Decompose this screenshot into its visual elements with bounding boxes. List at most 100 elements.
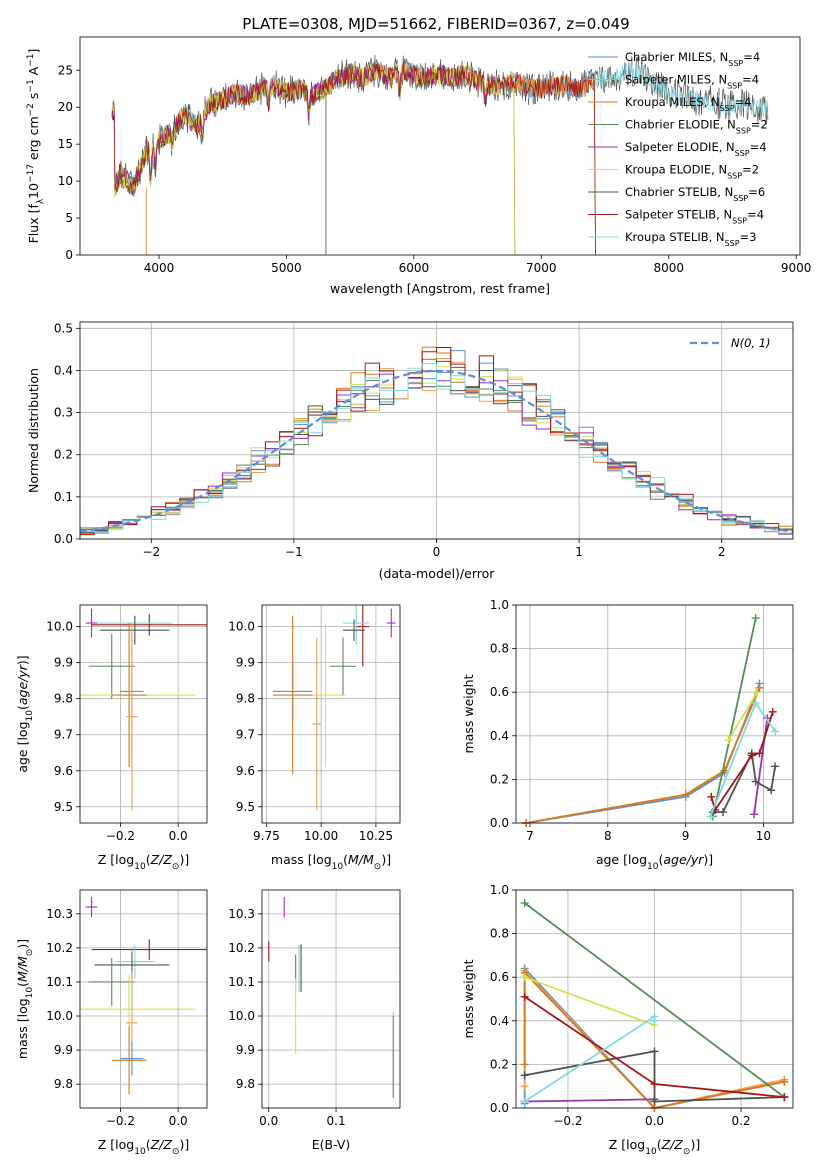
label-part: age/yr <box>15 664 30 705</box>
y-tick-label: 9.5 <box>54 800 73 814</box>
legend-label-salpeter-miles: Salpeter MILES, NSSP=4 <box>625 73 759 91</box>
y-tick-label: 10.0 <box>46 1009 73 1023</box>
y-tick-label: 0.0 <box>54 532 73 546</box>
panel-weight-vs-Z: −0.2 0.0 0.2 0.0 0.2 0.4 0.6 0.8 1.0 Z [log10(Z/Z… <box>461 883 794 1157</box>
legend-n: =3 <box>740 230 757 244</box>
spectrum-series-kroupa-elodie <box>111 60 516 255</box>
panel-mass-vs-Z: −0.2 0.09.89.910.010.110.210.3Z [log10(Z/… <box>15 889 208 1157</box>
label-part: )] <box>15 655 30 665</box>
x-tick-label: −2 <box>142 545 160 559</box>
y-axis-label: age [log10(age/yr)] <box>15 655 35 772</box>
x-axis-label: (data-model)/error <box>379 566 496 581</box>
label-part: ⊙ <box>683 1147 691 1157</box>
weight-marker-salpeter-stelib <box>780 1093 789 1102</box>
x-tick-label: 0.0 <box>169 829 188 843</box>
legend-name: Kroupa MILES, N <box>625 95 720 109</box>
legend-label-chabrier-stelib: Chabrier STELIB, NSSP=6 <box>625 185 765 203</box>
panel-mass-vs-EBV: 0.0 0.1 9.8 9.9 10.0 10.1 10.2 10.3 E(B-V) <box>228 889 401 1152</box>
label-part: ( <box>657 1137 662 1152</box>
axes-frame <box>515 889 794 1109</box>
label-part: (data-model)/error <box>379 566 496 581</box>
legend-name: Chabrier MILES, N <box>625 50 728 64</box>
label-part: erg cm <box>26 116 41 164</box>
y-tick-label: 9.8 <box>54 692 73 706</box>
legend-n: =4 <box>750 140 767 154</box>
label-part: mass [log <box>15 998 30 1059</box>
legend-label-gaussian: N(0, 1) <box>731 336 771 350</box>
y-tick-label: 9.6 <box>54 764 73 778</box>
legend-n: =4 <box>735 95 752 109</box>
label-part: age [log <box>596 852 647 867</box>
x-axis-label: Z [log10(Z/Z⊙)] <box>98 852 189 872</box>
y-tick-label: 0.5 <box>54 321 73 335</box>
label-part: Z/Z <box>150 852 173 867</box>
x-tick-label: 9000 <box>781 261 812 275</box>
y-tick-label: 10.1 <box>46 975 73 989</box>
weight-line-kroupa-miles <box>525 687 761 823</box>
label-part: ( <box>15 705 30 710</box>
weight-line-salpeter-elodie <box>524 1098 655 1103</box>
legend-name: Salpeter MILES, N <box>625 73 727 87</box>
label-part: 10 <box>25 710 35 722</box>
weight-marker-kroupa-stelib <box>520 1097 529 1106</box>
histogram-kroupa-stelib <box>80 363 793 539</box>
weight-line-chabrier-elodie <box>712 617 757 817</box>
axes-frame <box>79 604 208 824</box>
y-tick-label: 10.0 <box>46 620 73 634</box>
y-tick-label: 0.0 <box>490 816 509 830</box>
label-part: −1 <box>26 54 36 67</box>
y-tick-label: 10.3 <box>46 907 73 921</box>
y-tick-label: 10.0 <box>228 620 255 634</box>
x-axis-label: Z [log10(Z/Z⊙)] <box>609 1137 700 1157</box>
x-tick-label: 1 <box>575 545 583 559</box>
spectrum-series-salpeter-stelib <box>111 62 596 255</box>
weight-line-kroupa-stelib <box>709 701 776 817</box>
x-axis-label: Z [log10(Z/Z⊙)] <box>98 1137 189 1157</box>
weight-marker-chabrier-stelib <box>771 762 780 771</box>
weight-marker-chabrier-stelib <box>718 808 727 817</box>
x-tick-label: −0.2 <box>106 1114 135 1128</box>
label-part: −1 <box>26 79 36 92</box>
label-part: 10 <box>25 987 35 999</box>
label-part: )] <box>179 1137 189 1152</box>
spectrum-series-chabrier-miles <box>111 60 596 255</box>
histogram-salpeter-stelib <box>80 347 793 539</box>
x-tick-label: 4000 <box>144 261 175 275</box>
label-part: M/M <box>15 956 30 982</box>
y-tick-label: 20 <box>58 100 73 114</box>
label-part: ⊙ <box>374 862 382 872</box>
gaussian-curve <box>80 369 793 533</box>
weight-line-chabrier-elodie <box>524 902 785 1098</box>
x-axis-label: mass [log10(M/M⊙)] <box>271 852 391 872</box>
label-part: Z/Z <box>150 1137 173 1152</box>
y-tick-label: 9.8 <box>236 692 255 706</box>
y-tick-label: 0.4 <box>490 729 509 743</box>
label-part: Z/Z <box>661 1137 684 1152</box>
label-part: Z [log <box>98 852 134 867</box>
x-tick-label: 7000 <box>526 261 557 275</box>
label-part: E(B-V) <box>312 1137 351 1152</box>
legend-sub: SSP <box>732 216 747 225</box>
label-part: ( <box>343 852 348 867</box>
y-tick-label: 9.9 <box>236 1043 255 1057</box>
x-tick-label: 10 <box>756 829 771 843</box>
weight-marker-salpeter-stelib <box>747 751 756 760</box>
y-tick-label: 9.5 <box>236 800 255 814</box>
weight-marker-kroupa-stelib <box>771 727 780 736</box>
x-tick-label: 9 <box>682 829 690 843</box>
weight-marker-kroupa-elodie <box>753 688 762 697</box>
y-tick-label: 1.0 <box>490 598 509 612</box>
legend-sub: SSP <box>733 194 748 203</box>
legend-name: Chabrier STELIB, N <box>625 185 733 199</box>
label-part: 10 <box>134 862 146 872</box>
y-tick-label: 0.2 <box>490 1057 509 1071</box>
y-tick-label: 9.9 <box>54 1043 73 1057</box>
legend-n: =2 <box>742 163 759 177</box>
weight-line-chabrier-stelib <box>712 750 776 813</box>
axes-frame <box>79 321 794 540</box>
y-tick-label: 10.2 <box>228 941 255 955</box>
y-axis-label: mass weight <box>461 959 476 1038</box>
y-tick-label: 0.2 <box>54 448 73 462</box>
legend-label-chabrier-miles: Chabrier MILES, NSSP=4 <box>625 50 760 68</box>
label-part: )] <box>179 852 189 867</box>
